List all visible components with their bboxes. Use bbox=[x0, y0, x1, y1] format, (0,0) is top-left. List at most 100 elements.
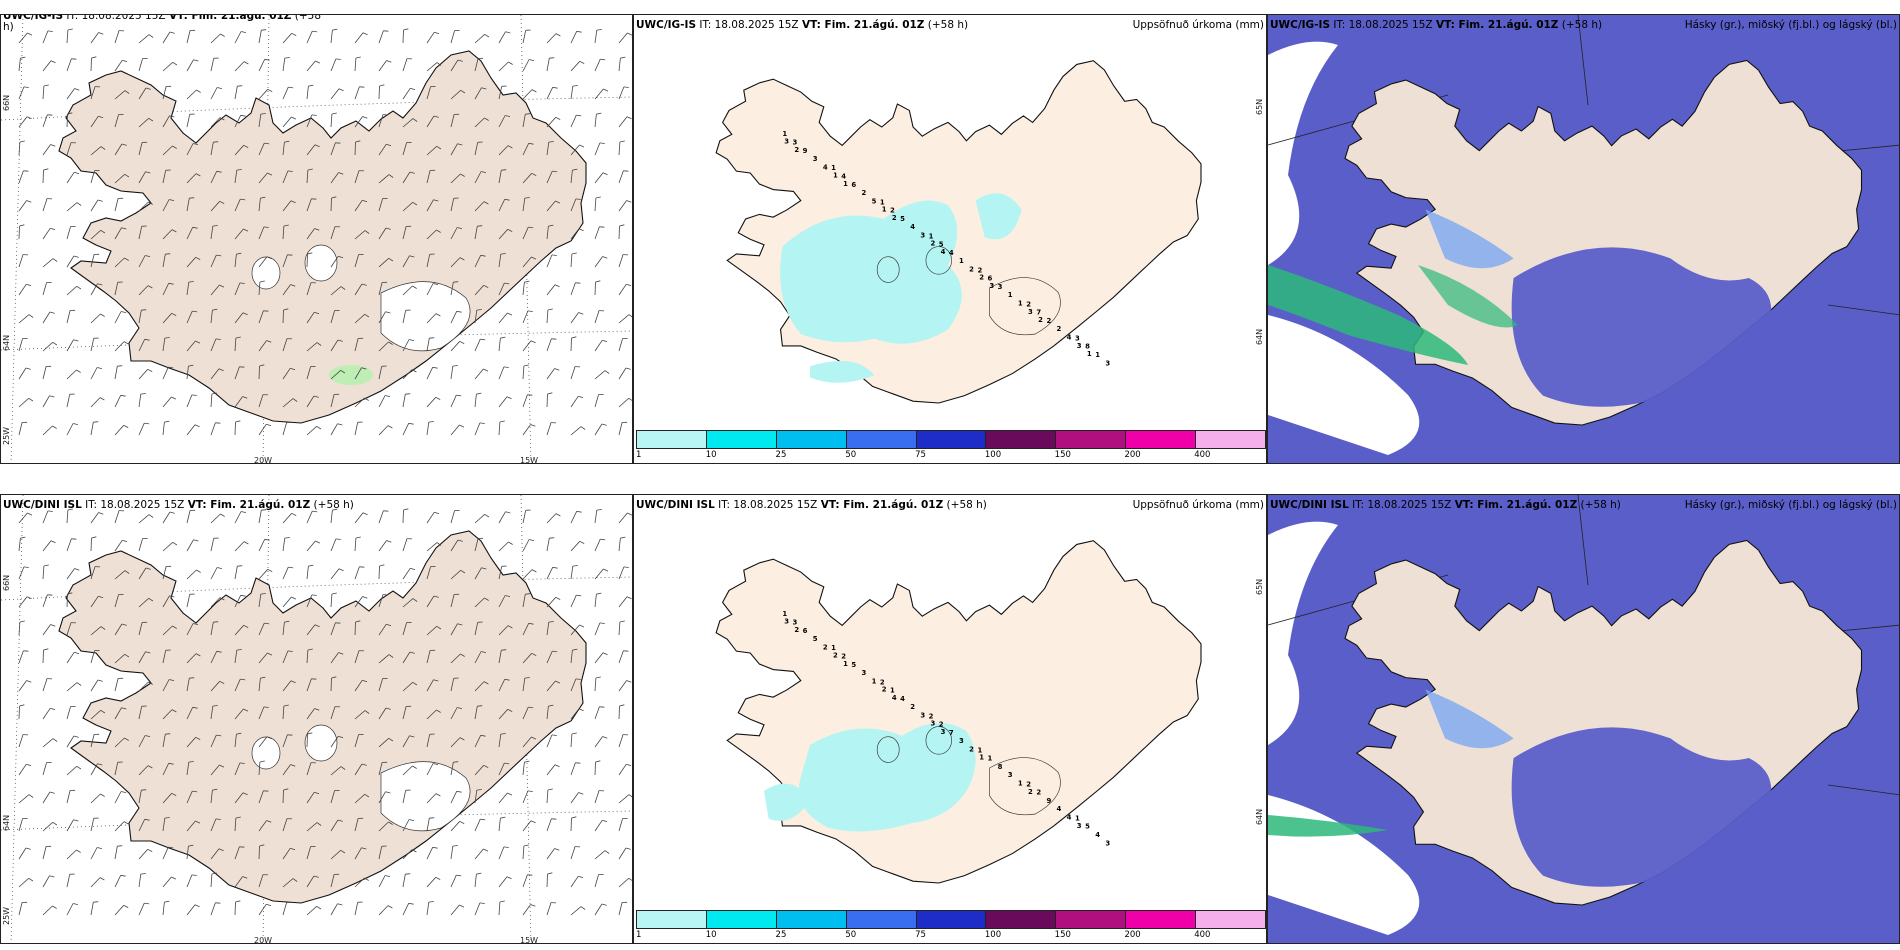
wind-barb bbox=[402, 567, 411, 580]
precip-value-label: 1 bbox=[831, 644, 836, 652]
wind-barb-feather bbox=[602, 652, 608, 656]
wind-barb-feather bbox=[216, 734, 222, 737]
wind-barb bbox=[282, 789, 284, 804]
wind-barb-feather bbox=[456, 310, 462, 313]
wind-barb bbox=[354, 763, 363, 776]
wind-barb bbox=[306, 566, 309, 580]
wind-barb-feather bbox=[93, 421, 99, 423]
wind-barb bbox=[522, 736, 532, 748]
precip-colorbar-bottom bbox=[636, 910, 1266, 929]
wind-barb bbox=[474, 902, 481, 916]
wind-barb bbox=[258, 198, 261, 212]
wind-barb bbox=[114, 905, 124, 916]
wind-barb-feather bbox=[211, 392, 217, 395]
wind-barb bbox=[330, 874, 335, 888]
wind-barb-feather bbox=[97, 199, 103, 202]
wind-barb bbox=[378, 227, 387, 240]
wind-barb bbox=[282, 818, 288, 832]
wind-barb bbox=[114, 678, 119, 692]
wind-barb-feather bbox=[412, 285, 417, 289]
wind-barb bbox=[594, 874, 599, 888]
glacier-outline bbox=[989, 757, 1061, 816]
wind-barb-feather bbox=[405, 873, 411, 875]
wind-barb-feather bbox=[525, 593, 531, 595]
wind-barb bbox=[450, 510, 455, 524]
wind-barb-feather bbox=[436, 62, 442, 66]
wind-barb-feather bbox=[436, 145, 442, 150]
wind-barb bbox=[522, 30, 527, 44]
wind-barb bbox=[354, 818, 359, 832]
wind-barb bbox=[546, 309, 549, 324]
wind-barb bbox=[522, 678, 526, 692]
wind-barb-feather bbox=[388, 341, 393, 345]
wind-barb bbox=[90, 902, 94, 916]
wind-barb bbox=[474, 597, 485, 608]
wind-barb-feather bbox=[27, 32, 33, 36]
wind-barb bbox=[522, 59, 530, 72]
wind-barb bbox=[90, 283, 98, 296]
wind-barb bbox=[306, 60, 316, 72]
glacier-outline bbox=[989, 277, 1061, 336]
wind-barb-feather bbox=[193, 143, 199, 145]
precip-value-label: 4 bbox=[892, 694, 897, 702]
cloud-over-land bbox=[1511, 727, 1772, 887]
wind-barb bbox=[546, 422, 552, 436]
wind-barb-feather bbox=[169, 31, 175, 34]
wind-barb bbox=[306, 114, 313, 128]
precip-value-label: 1 bbox=[843, 180, 848, 188]
wind-barb-feather bbox=[555, 116, 561, 120]
colorbar-swatch bbox=[986, 431, 1057, 448]
wind-barb-feather bbox=[52, 821, 58, 826]
wind-barb bbox=[18, 794, 30, 804]
wind-barb-feather bbox=[67, 112, 73, 115]
wind-barb-feather bbox=[172, 61, 178, 66]
wind-barb-feather bbox=[122, 539, 128, 543]
wind-barb bbox=[426, 397, 436, 408]
wind-barb bbox=[186, 874, 193, 888]
colorbar-swatch bbox=[637, 431, 707, 448]
wind-barb-feather bbox=[144, 422, 150, 425]
wind-barb bbox=[210, 33, 221, 44]
wind-barb-feather bbox=[308, 84, 314, 87]
precip-value-label: 1 bbox=[1018, 779, 1023, 787]
wind-barb bbox=[234, 846, 240, 860]
wind-barb-feather bbox=[409, 735, 415, 738]
glacier-langjokull bbox=[251, 256, 281, 290]
wind-barb-feather bbox=[332, 28, 338, 31]
wind-barb-feather bbox=[93, 901, 99, 903]
wind-barb bbox=[498, 901, 501, 916]
wind-barb-feather bbox=[477, 225, 483, 227]
wind-barb bbox=[378, 540, 387, 552]
wind-barb bbox=[234, 734, 237, 748]
wind-barb bbox=[402, 29, 404, 44]
wind-barb bbox=[474, 285, 484, 296]
wind-barb bbox=[138, 765, 149, 776]
wind-barb bbox=[18, 422, 23, 436]
wind-barb bbox=[234, 86, 238, 100]
wind-barb-feather bbox=[596, 509, 602, 511]
wind-barb bbox=[498, 312, 508, 324]
wind-barb bbox=[402, 142, 407, 156]
wind-barb-feather bbox=[140, 873, 146, 875]
wind-barb bbox=[258, 394, 264, 408]
wind-barb-feather bbox=[19, 704, 25, 707]
wind-barb-feather bbox=[290, 284, 296, 287]
wind-barb bbox=[234, 282, 241, 296]
wind-barb-feather bbox=[523, 364, 529, 367]
wind-barb-feather bbox=[355, 536, 361, 539]
wind-barb bbox=[66, 682, 78, 692]
wind-barb bbox=[330, 255, 339, 268]
wind-barb bbox=[546, 254, 553, 268]
wind-barb-feather bbox=[555, 680, 561, 684]
wind-barb bbox=[114, 570, 126, 580]
iceland-land-precip-group: 1122121321212565478945323343213214322312… bbox=[715, 540, 1202, 884]
wind-barb bbox=[378, 366, 383, 380]
wind-barb-feather bbox=[507, 708, 513, 712]
wind-barb bbox=[522, 820, 532, 832]
wind-barb-feather bbox=[290, 367, 296, 371]
wind-barb bbox=[474, 171, 482, 184]
wind-barb bbox=[138, 622, 143, 636]
wind-barb-feather bbox=[528, 226, 534, 229]
wind-barb bbox=[42, 738, 54, 748]
wind-barb bbox=[330, 677, 332, 692]
